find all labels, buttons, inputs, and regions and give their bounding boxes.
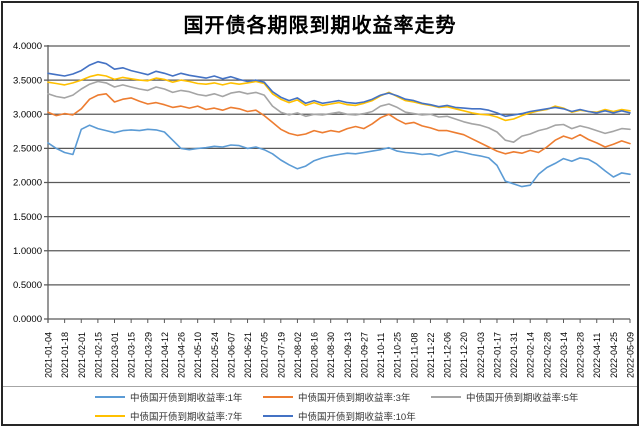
x-tick-label: 2021-01-04: [44, 332, 54, 378]
x-tick-label: 2022-02-28: [542, 332, 552, 378]
y-tick-label: 3.5000: [13, 75, 42, 86]
x-tick-label: 2021-10-11: [376, 333, 386, 378]
y-tick-label: 3.0000: [13, 109, 42, 120]
x-tick-label: 2021-09-13: [343, 332, 353, 378]
series-line-3y: [47, 93, 631, 155]
legend-line-swatch: [95, 414, 125, 417]
legend-item-1y: 中债国开债到期收益率:1年: [95, 390, 263, 404]
legend-item-7y: 中债国开债到期收益率:7年: [95, 409, 263, 423]
legend-item-3y: 中债国开债到期收益率:3年: [263, 390, 431, 404]
x-tick-label: 2021-03-15: [127, 332, 137, 378]
x-tick-label: 2021-12-06: [443, 332, 453, 378]
x-tick-label: 2021-03-29: [143, 332, 153, 378]
x-tick-label: 2022-02-14: [526, 332, 536, 378]
y-tick-label: 0.5000: [13, 280, 42, 291]
x-tick-label: 2021-04-12: [160, 332, 170, 378]
x-tick-label: 2021-05-24: [210, 332, 220, 378]
legend-item-label: 中债国开债到期收益率:7年: [130, 411, 243, 423]
series-line-1y: [47, 124, 631, 188]
x-tick-label: 2021-10-25: [393, 332, 403, 378]
x-tick-label: 2021-08-02: [293, 332, 303, 378]
x-tick-label: 2021-06-21: [243, 332, 253, 378]
y-tick-label: 4.0000: [13, 41, 42, 52]
x-tick-label: 2021-08-30: [326, 332, 336, 378]
x-tick-label: 2022-05-09: [626, 332, 636, 378]
legend-item-label: 中债国开债到期收益率:3年: [298, 392, 411, 404]
legend-line-swatch: [431, 395, 461, 398]
x-tick-label: 2021-07-19: [276, 332, 286, 378]
x-tick-label: 2021-05-10: [193, 332, 203, 378]
legend-line-swatch: [263, 414, 293, 417]
legend-line-swatch: [95, 395, 125, 398]
x-tick-label: 2021-07-05: [260, 332, 270, 378]
yield-chart-svg: 0.0000 0.5000 1.0000 1.5000 2.0000 2.5000 3.00…: [13, 41, 636, 378]
x-tick-label: 2021-09-27: [359, 332, 369, 378]
x-tick-label: 2021-08-16: [310, 332, 320, 378]
x-tick-label: 2021-04-26: [177, 332, 187, 378]
x-tick-label: 2022-01-03: [476, 332, 486, 378]
legend-item-label: 中债国开债到期收益率:10年: [298, 411, 416, 423]
legend-item-10y: 中债国开债到期收益率:10年: [263, 409, 431, 423]
legend-item-label: 中债国开债到期收益率:5年: [466, 392, 579, 404]
x-tick-label: 2021-03-01: [110, 332, 120, 378]
y-tick-label: 2.0000: [13, 178, 42, 189]
x-tick-label: 2021-11-22: [426, 333, 436, 378]
x-tick-label: 2021-01-18: [60, 332, 70, 378]
x-tick-label: 2021-11-08: [409, 333, 419, 378]
legend-divider: [3, 386, 637, 387]
x-tick-label: 2022-03-14: [559, 332, 569, 378]
y-tick-label: 2.5000: [13, 144, 42, 155]
x-tick-label: 2021-02-15: [93, 332, 103, 378]
y-tick-label: 0.0000: [13, 314, 42, 325]
series-line-5y: [47, 80, 631, 143]
x-tick-label: 2022-04-11: [592, 333, 602, 378]
x-tick-label: 2022-01-17: [492, 332, 502, 378]
y-tick-label: 1.0000: [13, 246, 42, 257]
legend-item-label: 中债国开债到期收益率:1年: [130, 392, 243, 404]
series-line-7y: [47, 73, 631, 122]
y-tick-label: 1.5000: [13, 212, 42, 223]
x-tick-label: 2022-03-28: [576, 332, 586, 378]
x-tick-label: 2021-06-07: [226, 332, 236, 378]
legend: 中债国开债到期收益率:1年 中债国开债到期收益率:3年 中债国开债到期收益率:5年中…: [95, 390, 615, 423]
x-tick-label: 2022-04-25: [609, 332, 619, 378]
series-line-10y: [47, 60, 631, 118]
legend-line-swatch: [263, 395, 293, 398]
legend-item-5y: 中债国开债到期收益率:5年: [431, 390, 599, 404]
chart-title: 国开债各期限到期收益率走势: [183, 15, 457, 37]
x-tick-label: 2021-12-20: [459, 332, 469, 378]
x-tick-label: 2022-01-31: [509, 332, 519, 378]
x-tick-label: 2021-02-01: [77, 332, 87, 378]
